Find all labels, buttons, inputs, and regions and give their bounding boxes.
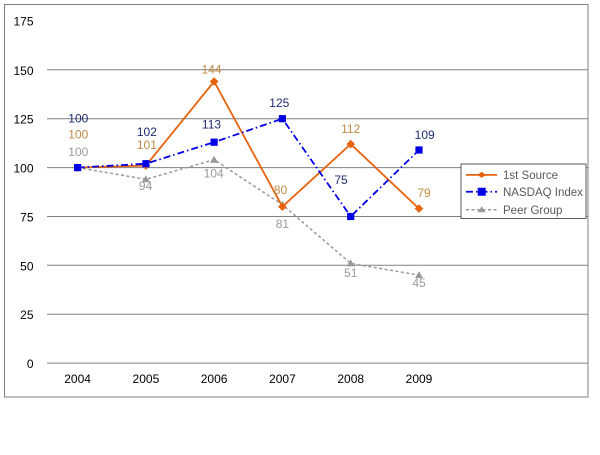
svg-text:75: 75 [20,211,34,225]
svg-text:125: 125 [269,96,289,110]
svg-text:109: 109 [415,128,435,142]
svg-text:51: 51 [344,266,358,280]
svg-text:2006: 2006 [201,372,228,386]
svg-text:80: 80 [274,183,288,197]
svg-text:45: 45 [412,276,426,290]
svg-text:0: 0 [27,357,34,371]
svg-text:94: 94 [139,179,153,193]
svg-text:75: 75 [334,173,348,187]
svg-text:50: 50 [20,259,34,273]
svg-text:113: 113 [202,118,221,132]
svg-text:100: 100 [13,162,33,176]
svg-text:2005: 2005 [133,372,160,386]
svg-text:101: 101 [137,138,157,152]
svg-text:79: 79 [417,186,431,200]
svg-text:144: 144 [201,63,221,77]
svg-text:81: 81 [276,217,290,231]
svg-text:Peer Group: Peer Group [503,205,562,217]
svg-text:100: 100 [68,145,88,159]
svg-text:175: 175 [13,15,33,29]
svg-text:2004: 2004 [64,372,91,386]
svg-text:100: 100 [68,111,88,125]
svg-text:2007: 2007 [269,372,296,386]
svg-text:2009: 2009 [406,372,433,386]
svg-text:102: 102 [137,125,157,139]
svg-text:125: 125 [13,113,33,127]
svg-text:1st Source: 1st Source [503,170,558,182]
svg-text:NASDAQ Index: NASDAQ Index [503,187,583,199]
svg-text:2008: 2008 [337,372,364,386]
svg-text:150: 150 [13,64,33,78]
svg-text:112: 112 [341,122,360,136]
svg-text:100: 100 [68,128,88,142]
svg-text:25: 25 [20,308,34,322]
svg-text:104: 104 [204,167,224,181]
